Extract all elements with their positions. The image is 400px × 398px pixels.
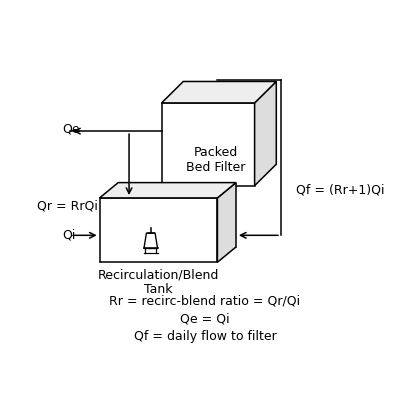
Text: Qe = Qi: Qe = Qi — [180, 312, 230, 326]
Polygon shape — [100, 198, 218, 262]
Polygon shape — [254, 82, 276, 185]
Polygon shape — [218, 183, 236, 262]
Polygon shape — [100, 183, 236, 198]
Text: Qi: Qi — [62, 229, 75, 242]
Polygon shape — [162, 103, 254, 185]
Text: Qe: Qe — [62, 123, 80, 135]
Text: Packed
Bed Filter: Packed Bed Filter — [186, 146, 246, 174]
Text: Qf = daily flow to filter: Qf = daily flow to filter — [134, 330, 276, 343]
Text: Recirculation/Blend
Tank: Recirculation/Blend Tank — [98, 268, 219, 296]
Text: Qr = RrQi: Qr = RrQi — [37, 199, 98, 212]
Polygon shape — [162, 82, 276, 103]
Text: Rr = recirc-blend ratio = Qr/Qi: Rr = recirc-blend ratio = Qr/Qi — [110, 294, 300, 307]
Text: Qf = (Rr+1)Qi: Qf = (Rr+1)Qi — [296, 184, 385, 197]
